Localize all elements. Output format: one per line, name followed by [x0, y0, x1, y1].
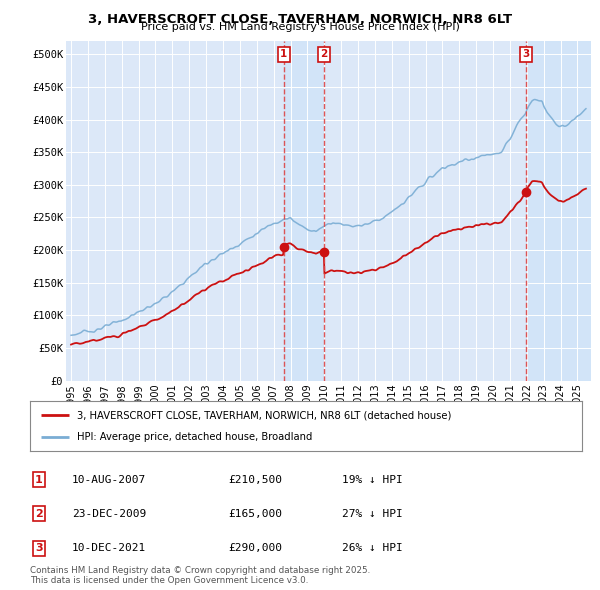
Text: 1: 1 [280, 50, 287, 60]
Text: 10-AUG-2007: 10-AUG-2007 [72, 475, 146, 484]
Text: HPI: Average price, detached house, Broadland: HPI: Average price, detached house, Broa… [77, 432, 312, 442]
Text: 1: 1 [35, 475, 43, 484]
Text: 2: 2 [35, 509, 43, 519]
Text: 10-DEC-2021: 10-DEC-2021 [72, 543, 146, 553]
Text: Contains HM Land Registry data © Crown copyright and database right 2025.
This d: Contains HM Land Registry data © Crown c… [30, 566, 370, 585]
Text: 27% ↓ HPI: 27% ↓ HPI [342, 509, 403, 519]
Text: 23-DEC-2009: 23-DEC-2009 [72, 509, 146, 519]
Text: 3: 3 [522, 50, 529, 60]
Bar [526, 41, 591, 381]
Text: 19% ↓ HPI: 19% ↓ HPI [342, 475, 403, 484]
Text: £290,000: £290,000 [228, 543, 282, 553]
Text: 3, HAVERSCROFT CLOSE, TAVERHAM, NORWICH, NR8 6LT: 3, HAVERSCROFT CLOSE, TAVERHAM, NORWICH,… [88, 13, 512, 26]
Bar [284, 41, 324, 381]
Text: £165,000: £165,000 [228, 509, 282, 519]
Text: 26% ↓ HPI: 26% ↓ HPI [342, 543, 403, 553]
Text: 3, HAVERSCROFT CLOSE, TAVERHAM, NORWICH, NR8 6LT (detached house): 3, HAVERSCROFT CLOSE, TAVERHAM, NORWICH,… [77, 410, 451, 420]
Text: £210,500: £210,500 [228, 475, 282, 484]
Text: 2: 2 [320, 50, 328, 60]
Text: Price paid vs. HM Land Registry's House Price Index (HPI): Price paid vs. HM Land Registry's House … [140, 22, 460, 32]
Text: 3: 3 [35, 543, 43, 553]
